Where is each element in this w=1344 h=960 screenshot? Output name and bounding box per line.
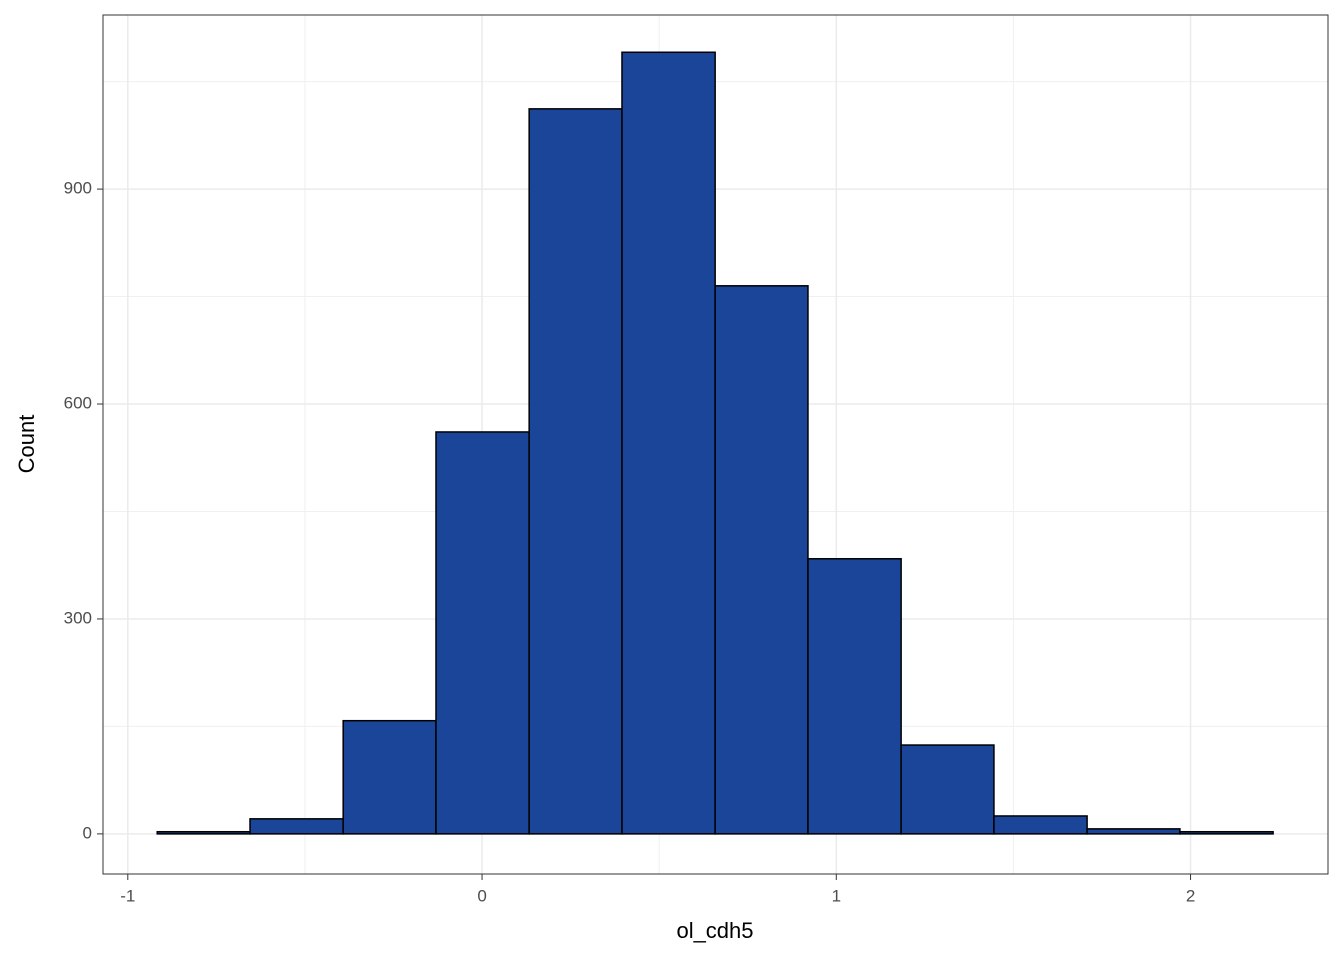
bar bbox=[435, 431, 530, 835]
bar bbox=[342, 719, 437, 835]
y-tick-label: 0 bbox=[83, 823, 92, 842]
bar bbox=[900, 744, 995, 835]
y-tick-label: 600 bbox=[64, 394, 92, 413]
y-axis-title: Count bbox=[14, 415, 39, 474]
bar bbox=[807, 558, 902, 835]
bar bbox=[156, 830, 251, 835]
bar bbox=[993, 815, 1088, 835]
bar bbox=[1179, 830, 1274, 835]
y-tick-label: 900 bbox=[64, 179, 92, 198]
x-tick-label: 1 bbox=[832, 886, 841, 905]
x-tick-label: -1 bbox=[120, 886, 135, 905]
bar bbox=[1086, 828, 1181, 835]
x-axis-title: ol_cdh5 bbox=[676, 918, 753, 943]
panel-border bbox=[102, 14, 1329, 875]
bar bbox=[528, 108, 623, 835]
bar bbox=[621, 51, 716, 835]
bar bbox=[714, 285, 809, 835]
y-tick-label: 300 bbox=[64, 608, 92, 627]
bar bbox=[249, 818, 344, 835]
x-tick-label: 2 bbox=[1186, 886, 1195, 905]
x-tick-label: 0 bbox=[477, 886, 486, 905]
